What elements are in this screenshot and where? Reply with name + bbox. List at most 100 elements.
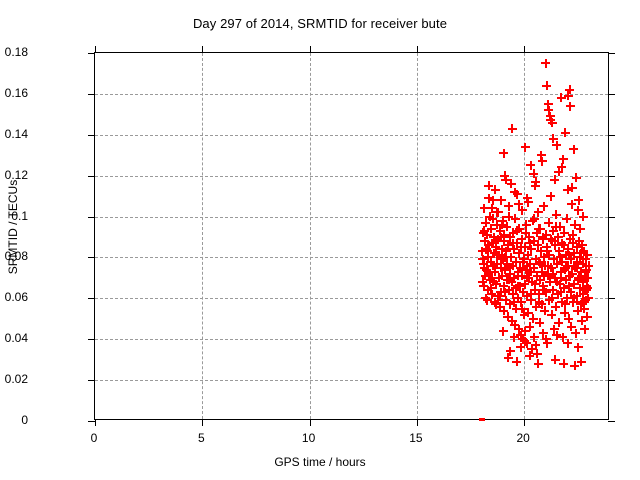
data-point — [497, 271, 507, 281]
data-point — [488, 195, 498, 205]
data-point — [496, 263, 506, 273]
y-axis-tick-label: 0.14 — [4, 126, 28, 141]
data-point — [567, 199, 577, 209]
data-point — [571, 173, 581, 183]
y-axis-tick-label: 0.18 — [4, 45, 28, 59]
data-point — [501, 246, 511, 256]
data-point — [483, 252, 493, 262]
data-point — [522, 291, 532, 301]
data-point — [552, 277, 562, 287]
data-point — [506, 179, 516, 189]
data-point — [490, 297, 500, 307]
data-point — [561, 275, 571, 285]
data-point — [566, 322, 576, 332]
data-point — [513, 281, 523, 291]
data-point — [497, 244, 507, 254]
data-point — [537, 156, 547, 166]
data-point — [565, 85, 575, 95]
data-point — [526, 267, 536, 277]
data-point — [506, 252, 516, 262]
data-point — [532, 271, 542, 281]
data-point — [508, 289, 518, 299]
data-point — [550, 240, 560, 250]
x-axis-title: GPS time / hours — [274, 455, 366, 469]
data-point — [569, 248, 579, 258]
data-point — [516, 242, 526, 252]
data-point — [551, 210, 561, 219]
gridline-horizontal — [95, 134, 608, 136]
data-point — [505, 263, 515, 273]
data-point — [573, 306, 583, 316]
data-point — [518, 257, 528, 267]
data-point — [559, 359, 569, 369]
data-point — [496, 232, 506, 242]
data-point — [557, 297, 566, 307]
y-axis-tick — [608, 380, 615, 382]
data-point — [559, 228, 569, 238]
data-point — [512, 189, 522, 199]
data-point — [534, 297, 544, 307]
data-point — [494, 273, 504, 283]
data-point — [483, 246, 493, 256]
y-axis-tick-label: 0.08 — [4, 249, 28, 264]
gridline-horizontal — [95, 93, 608, 95]
data-point — [568, 238, 578, 248]
data-point — [546, 263, 556, 273]
data-point — [531, 340, 541, 350]
data-point — [578, 212, 588, 222]
data-point — [563, 338, 573, 348]
data-point — [486, 224, 496, 234]
data-point — [553, 289, 563, 299]
data-point — [489, 248, 499, 258]
data-point — [509, 273, 519, 283]
data-point — [504, 275, 514, 285]
data-point — [576, 357, 586, 367]
data-point — [577, 240, 587, 250]
data-point — [481, 244, 491, 254]
data-point — [569, 279, 579, 289]
data-point — [570, 220, 580, 230]
data-point — [502, 259, 512, 269]
chart-title: Day 297 of 2014, SRMTID for receiver but… — [192, 16, 448, 31]
data-point — [500, 265, 510, 275]
data-point — [549, 254, 559, 264]
data-point — [484, 193, 494, 203]
data-point — [504, 212, 513, 222]
data-point — [496, 254, 506, 264]
data-point — [531, 177, 541, 187]
data-point — [581, 267, 591, 277]
data-point — [503, 353, 513, 363]
data-point — [551, 302, 561, 311]
y-axis-tick — [88, 257, 95, 259]
data-point — [582, 250, 592, 260]
x-axis-tick — [524, 46, 526, 53]
data-point — [546, 115, 556, 125]
data-point — [515, 263, 525, 273]
data-point — [479, 203, 489, 213]
data-point — [511, 304, 521, 314]
data-point — [487, 203, 497, 213]
gridline-horizontal — [95, 339, 608, 341]
data-point — [571, 328, 581, 338]
data-point — [518, 287, 528, 297]
data-point — [565, 271, 575, 281]
data-point — [510, 214, 520, 224]
data-point — [548, 269, 558, 279]
data-point — [517, 234, 527, 244]
data-point — [544, 295, 554, 305]
data-point — [581, 295, 591, 305]
gridline-horizontal — [95, 257, 608, 259]
data-point — [523, 250, 533, 260]
data-point — [541, 287, 551, 297]
data-point — [557, 238, 567, 248]
data-point — [552, 330, 562, 340]
data-point — [525, 351, 535, 361]
data-point — [492, 220, 502, 230]
data-point — [508, 261, 518, 271]
gridline-vertical — [202, 53, 204, 419]
data-point — [564, 281, 574, 291]
data-point — [572, 242, 582, 252]
data-point — [522, 338, 532, 348]
data-point — [512, 226, 522, 236]
data-point — [556, 273, 566, 283]
